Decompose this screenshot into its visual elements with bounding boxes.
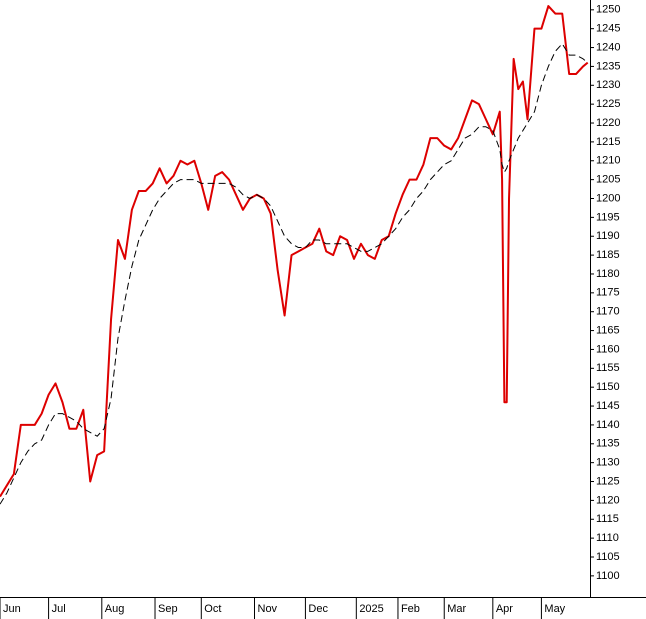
y-tick-label: 1110 (596, 532, 619, 544)
y-tick-label: 1180 (596, 268, 620, 280)
y-tick-label: 1190 (596, 230, 620, 242)
series-line (0, 5, 589, 498)
x-tick-label: Dec (308, 603, 328, 615)
x-tick-label: Oct (204, 603, 221, 615)
y-tick-label: 1170 (596, 306, 620, 318)
y-tick-label: 1115 (596, 513, 619, 525)
x-tick-label: Aug (105, 603, 125, 615)
x-tick-label: Nov (258, 603, 278, 615)
y-tick-label: 1215 (596, 136, 620, 148)
y-tick-label: 1160 (596, 343, 620, 355)
y-tick-label: 1130 (596, 457, 620, 469)
y-tick-label: 1210 (596, 155, 620, 167)
y-tick-label: 1120 (596, 494, 620, 506)
y-tick-label: 1220 (596, 117, 620, 129)
y-tick-label: 1165 (596, 324, 620, 336)
y-tick-label: 1205 (596, 174, 620, 186)
x-tick-label: Apr (496, 603, 513, 615)
y-tick-label: 1185 (596, 249, 620, 261)
y-tick-label: 1195 (596, 211, 620, 223)
y-tick-label: 1245 (596, 23, 620, 35)
y-tick-label: 1145 (596, 400, 620, 412)
y-tick-label: 1155 (596, 362, 620, 374)
x-tick-label: Mar (447, 603, 466, 615)
y-tick-label: 1135 (596, 438, 620, 450)
y-tick-label: 1150 (596, 381, 620, 393)
x-tick-label: Jun (3, 603, 21, 615)
series-line (0, 43, 589, 505)
x-tick-label: May (544, 603, 565, 615)
y-tick-label: 1225 (596, 98, 620, 110)
y-tick-label: 1250 (596, 4, 620, 16)
y-tick-label: 1100 (596, 570, 620, 582)
y-tick-label: 1235 (596, 60, 620, 72)
x-tick-label: Sep (158, 603, 178, 615)
y-tick-label: 1105 (596, 551, 620, 563)
x-tick-label: Jul (52, 603, 66, 615)
y-tick-label: 1240 (596, 41, 620, 53)
x-tick-label: 2025 (359, 603, 383, 615)
y-tick-label: 1140 (596, 419, 620, 431)
y-tick-label: 1200 (596, 192, 620, 204)
y-tick-label: 1125 (596, 475, 620, 487)
x-tick-label: Feb (401, 603, 420, 615)
y-tick-label: 1230 (596, 79, 620, 91)
y-tick-label: 1175 (596, 287, 620, 299)
